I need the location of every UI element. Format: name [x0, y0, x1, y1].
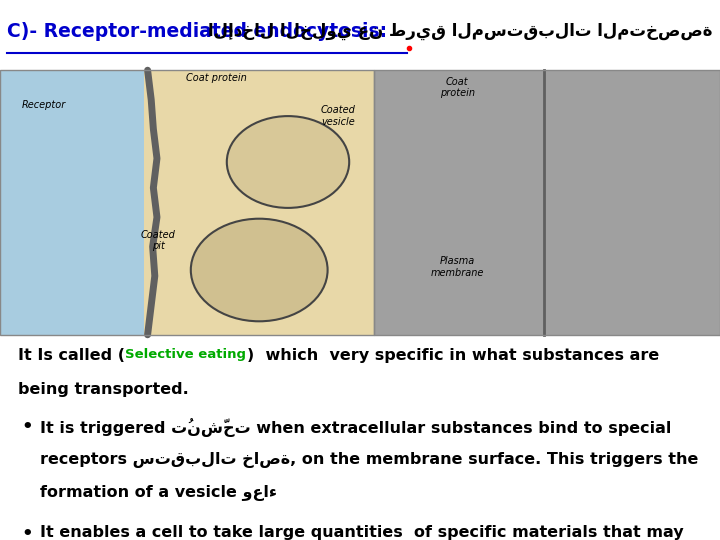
- Text: receptors ستقبلات خاصة, on the membrane surface. This triggers the: receptors ستقبلات خاصة, on the membrane …: [40, 452, 698, 468]
- Bar: [0, 70, 144, 335]
- Text: It Is called (: It Is called (: [18, 348, 125, 363]
- Text: )  which  very specific in what substances are: ) which very specific in what substances…: [247, 348, 660, 363]
- Text: •: •: [22, 525, 33, 540]
- Bar: [374, 70, 720, 335]
- Text: Coat
protein: Coat protein: [440, 77, 474, 98]
- Bar: [0, 70, 720, 335]
- Circle shape: [191, 219, 328, 321]
- Text: Receptor: Receptor: [22, 100, 66, 110]
- Text: Coat protein: Coat protein: [186, 73, 246, 83]
- Bar: [374, 70, 720, 335]
- Text: Coated
vesicle: Coated vesicle: [321, 105, 356, 127]
- Text: It is triggered تُنشّحت when extracellular substances bind to special: It is triggered تُنشّحت when extracellul…: [40, 418, 671, 437]
- Text: •: •: [22, 418, 33, 436]
- Bar: [144, 70, 374, 335]
- Text: being transported.: being transported.: [18, 382, 189, 397]
- Text: Coated
pit: Coated pit: [141, 230, 176, 251]
- Text: formation of a vesicle وعاء: formation of a vesicle وعاء: [40, 485, 276, 502]
- Bar: [0, 70, 374, 335]
- Text: الإدخال الخلوي عن طريق المستقبلات المتخصصة: الإدخال الخلوي عن طريق المستقبلات المتخص…: [208, 22, 713, 39]
- Text: C)- Receptor-mediated endocytosis:: C)- Receptor-mediated endocytosis:: [7, 22, 387, 40]
- Text: Plasma
membrane: Plasma membrane: [431, 256, 484, 278]
- Text: Selective eating: Selective eating: [125, 348, 246, 361]
- Circle shape: [227, 116, 349, 208]
- Text: It enables a cell to take large quantities  of specific materials that may: It enables a cell to take large quantiti…: [40, 525, 683, 540]
